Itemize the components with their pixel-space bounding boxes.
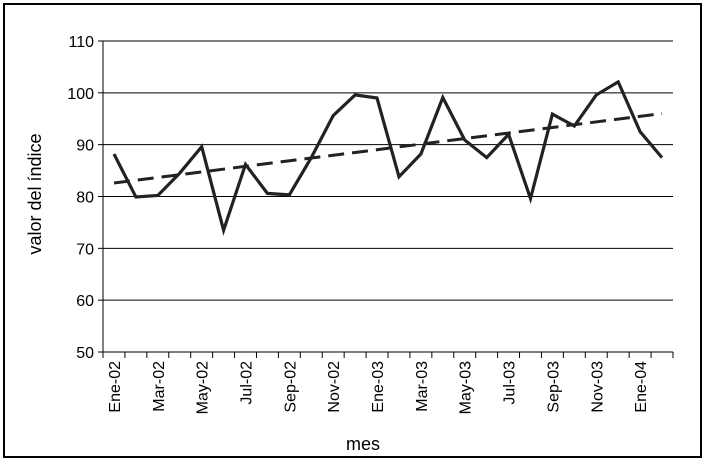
- x-tick-label: Nov-03: [589, 361, 606, 413]
- trend-line: [113, 112, 663, 185]
- x-axis-label: mes: [346, 434, 380, 454]
- y-axis-label: valor del índice: [25, 133, 45, 254]
- y-tick-label: 110: [68, 34, 94, 51]
- x-tick-label: Mar-02: [151, 361, 168, 412]
- x-tick-label: May-02: [195, 361, 212, 414]
- y-tick-label: 90: [76, 138, 94, 155]
- gridlines: [103, 40, 673, 301]
- y-tick-label: 70: [76, 241, 94, 258]
- series-line-index: [112, 79, 664, 236]
- y-axis: 50 60 70 80 90 100 110: [67, 34, 104, 362]
- x-tick-label: Ene-04: [633, 361, 650, 413]
- chart-frame: 50 60 70 80 90 100 110 Ene-02 Mar-02 May-02 Jul-0…: [3, 3, 702, 458]
- y-tick-label: 100: [67, 86, 94, 103]
- y-tick-label: 80: [76, 190, 94, 207]
- x-tick-label: Nov-02: [326, 361, 343, 413]
- y-tick-label: 50: [76, 345, 94, 362]
- x-tick-label: Ene-03: [370, 361, 387, 413]
- x-tick-label: May-03: [458, 361, 475, 414]
- x-tick-label: Mar-03: [414, 361, 431, 412]
- x-tick-label: Sep-03: [545, 361, 562, 413]
- x-tick-label: Jul-02: [239, 361, 256, 405]
- x-tick-label: Jul-03: [502, 361, 519, 405]
- y-tick-label: 60: [76, 293, 94, 310]
- series-layer: [112, 79, 664, 236]
- x-tick-label: Sep-02: [282, 361, 299, 413]
- x-tick-label: Ene-02: [107, 361, 124, 413]
- x-axis: Ene-02 Mar-02 May-02 Jul-02 Sep-02 Nov-02 Ene-…: [102, 351, 674, 414]
- line-chart: 50 60 70 80 90 100 110 Ene-02 Mar-02 May-02 Jul-0…: [25, 34, 674, 454]
